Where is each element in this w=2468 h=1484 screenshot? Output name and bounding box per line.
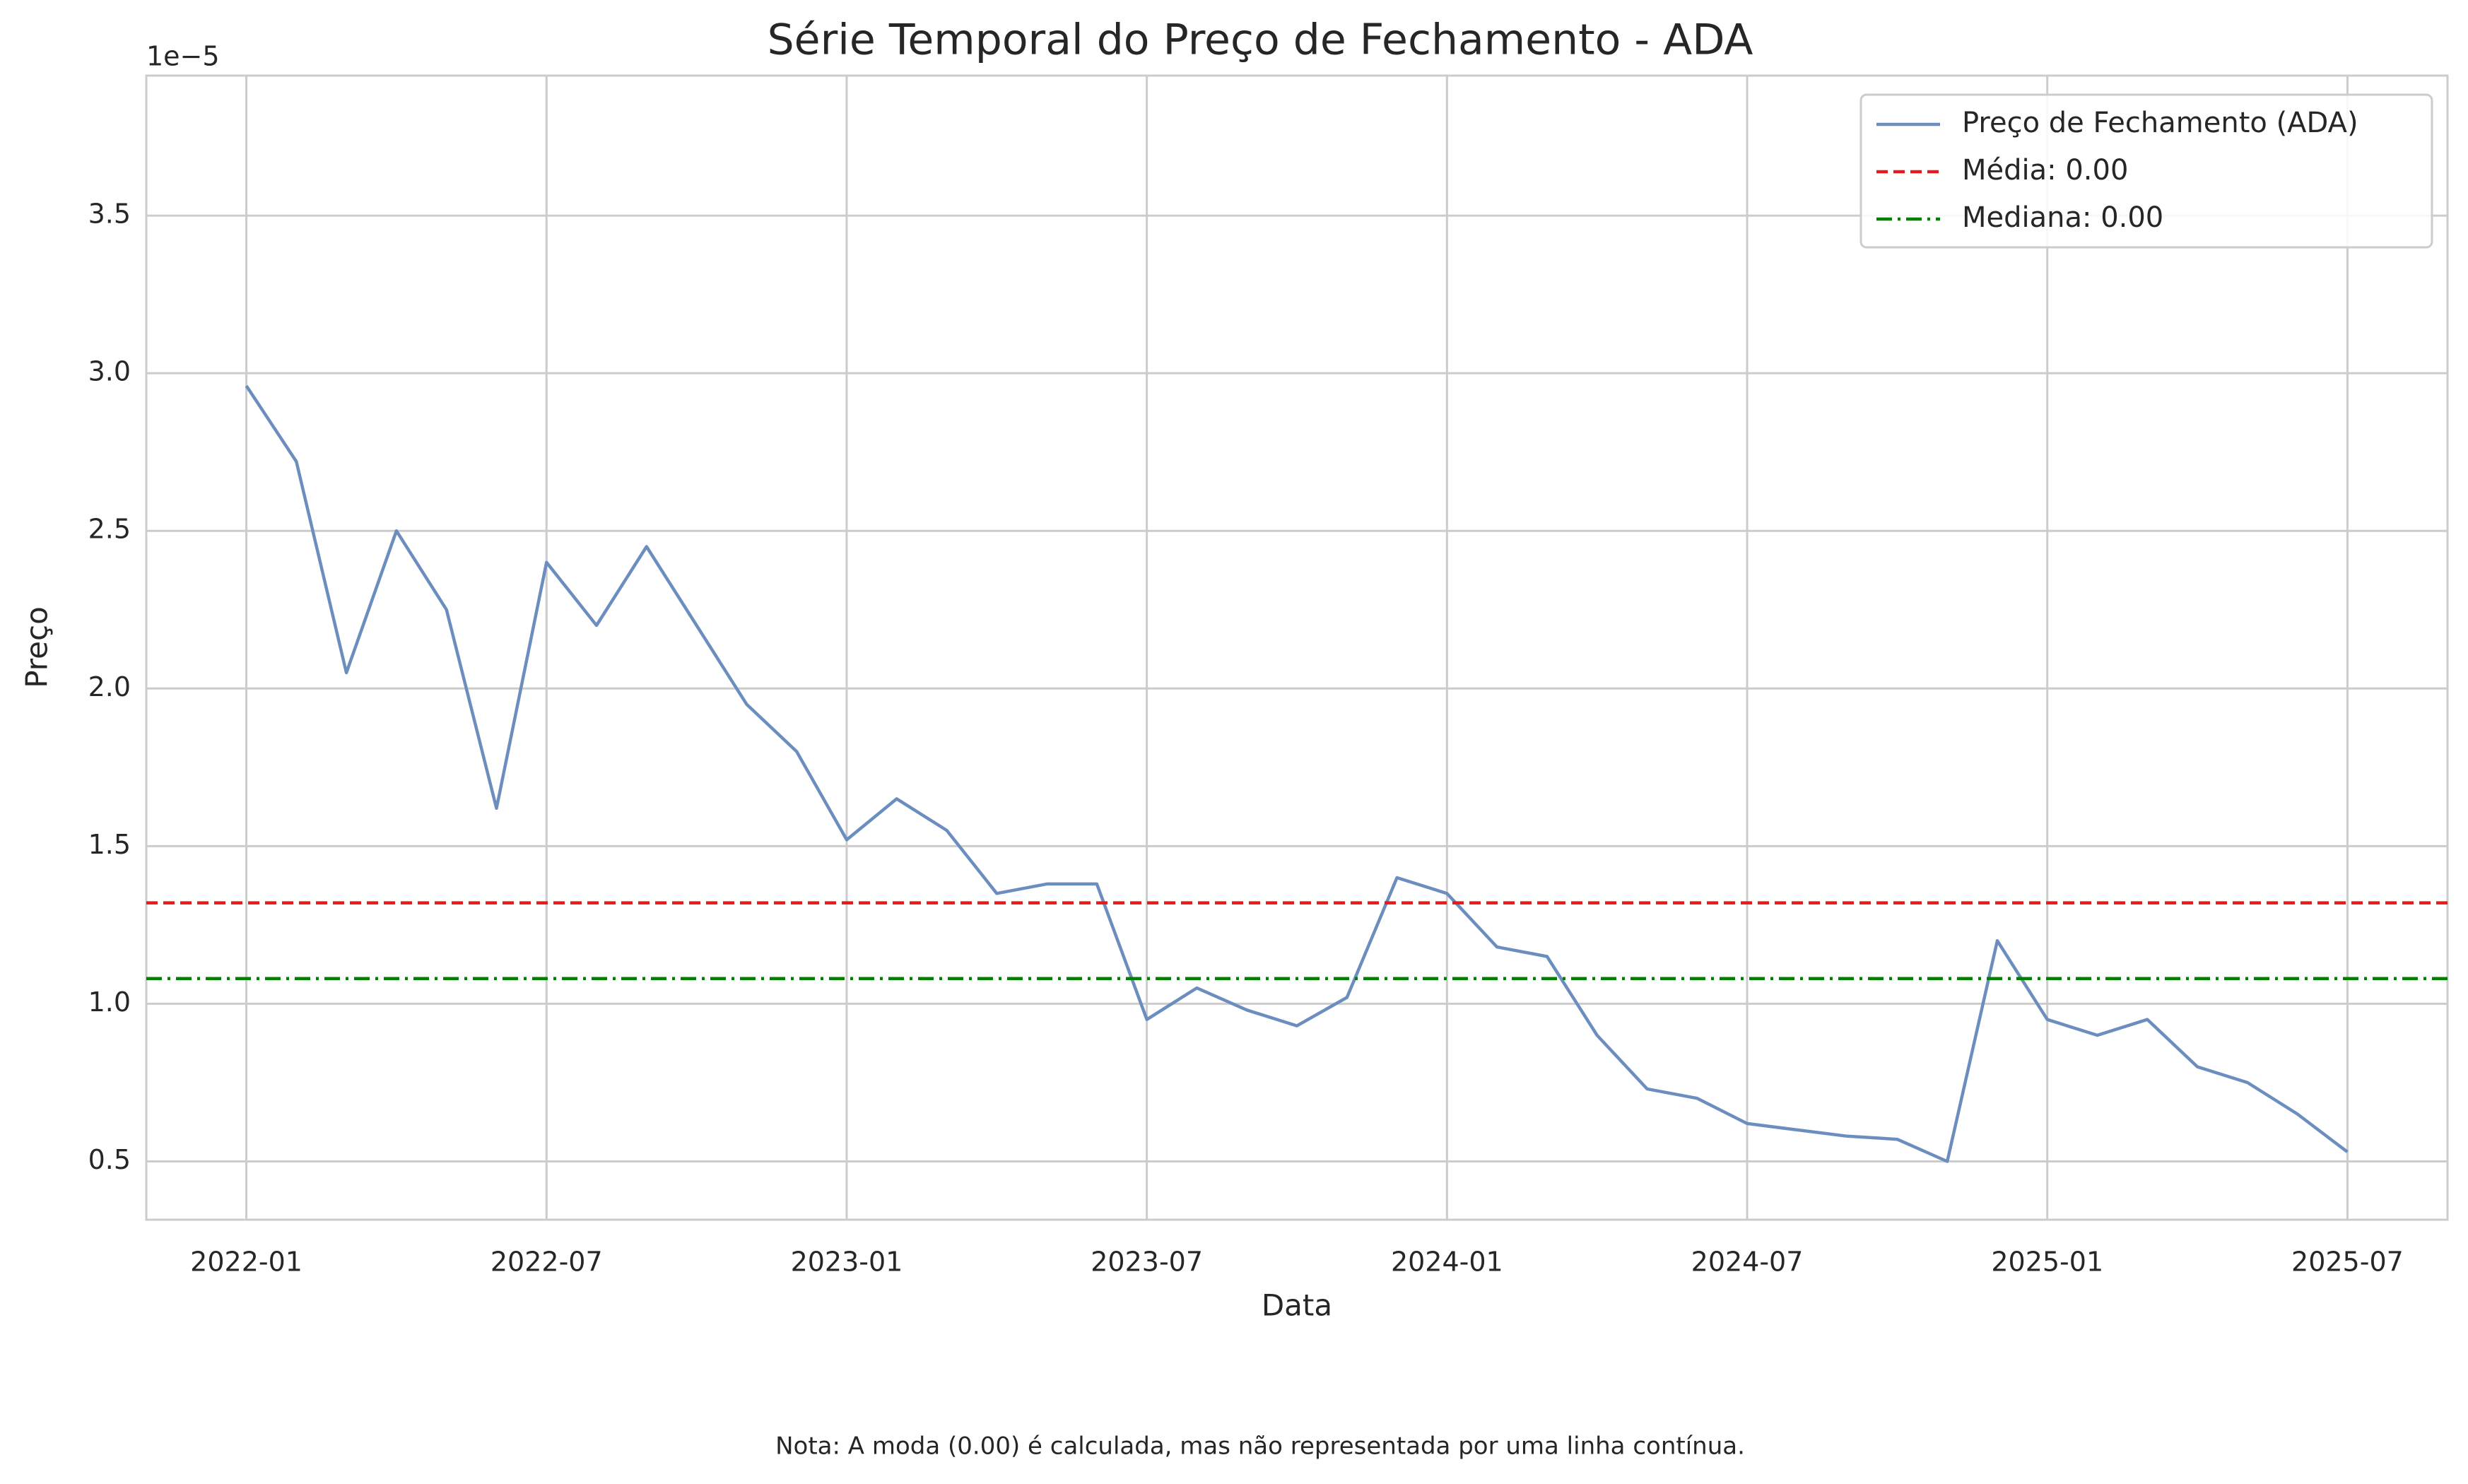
y-tick-label: 1.5 (88, 829, 131, 860)
note: Nota: A moda (0.00) é calculada, mas não… (775, 1432, 1745, 1461)
legend: Preço de Fechamento (ADA) Média: 0.00 Medi… (1859, 93, 2433, 249)
data-line (245, 384, 2349, 1163)
y-tick-label: 1.0 (88, 987, 131, 1018)
legend-label: Preço de Fechamento (ADA) (1962, 107, 2358, 139)
legend-label: Mediana: 0.00 (1962, 201, 2163, 234)
x-tick-label: 2023-07 (1091, 1247, 1203, 1278)
legend-box (1859, 93, 2433, 249)
x-tick-label: 2022-01 (190, 1247, 302, 1278)
x-tick-label: 2025-07 (2291, 1247, 2404, 1278)
x-tick-label: 2024-07 (1691, 1247, 1804, 1278)
x-tick-label: 2025-01 (1991, 1247, 2103, 1278)
y-tick-label: 2.5 (88, 514, 131, 545)
y-tick-label: 3.0 (88, 356, 131, 387)
x-tick-label: 2023-01 (791, 1247, 903, 1278)
y-axis-label: Preço (20, 606, 54, 688)
legend-label: Média: 0.00 (1962, 154, 2128, 187)
y-tick-label: 3.5 (88, 199, 131, 230)
y-offset-label: 1e−5 (146, 41, 220, 72)
y-tick-label: 0.5 (88, 1144, 131, 1175)
x-tick-label: 2024-01 (1391, 1247, 1503, 1278)
x-axis-label: Data (1262, 1288, 1332, 1323)
x-tick-label: 2022-07 (490, 1247, 603, 1278)
chart-title: Série Temporal do Preço de Fechamento - … (768, 16, 1753, 65)
plot-frame (145, 74, 2449, 1221)
y-tick-label: 2.0 (88, 671, 131, 702)
